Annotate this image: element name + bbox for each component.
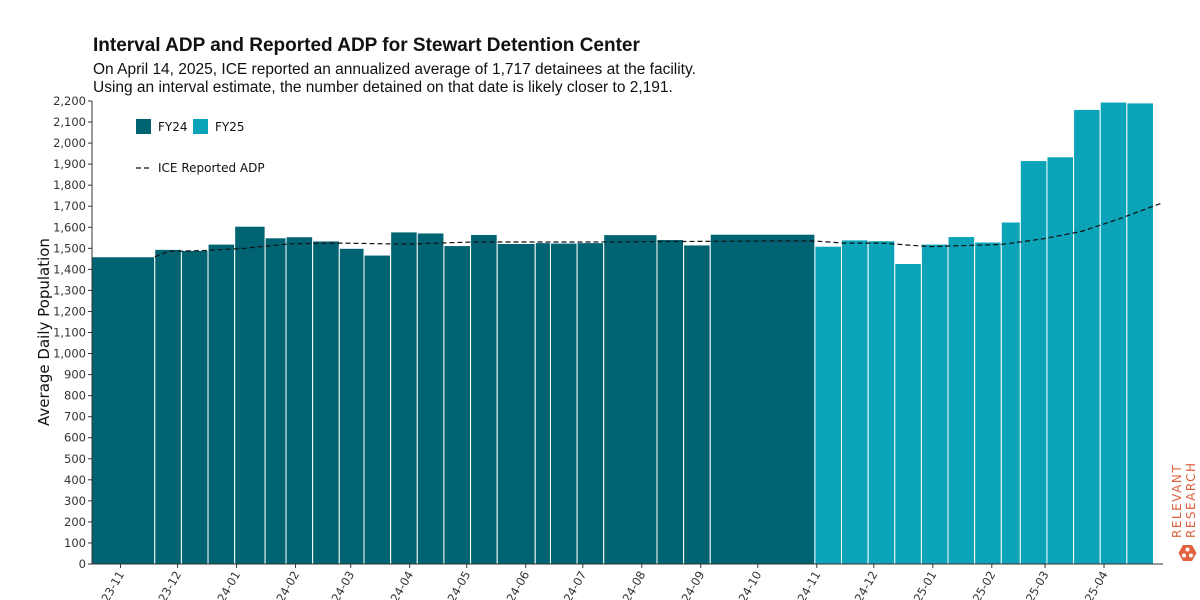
bar-fy25-10	[1073, 108, 1101, 565]
bar-fy25-11	[1099, 101, 1128, 565]
y-axis-title: Average Daily Population	[35, 238, 53, 426]
y-tick-label: 0	[79, 557, 86, 571]
y-tick-label: 1,000	[53, 347, 86, 361]
y-tick-label: 1,400	[53, 262, 86, 276]
bar-fy24-5	[264, 237, 287, 565]
legend-label-fy24: FY24	[158, 120, 188, 134]
y-tick-label: 1,700	[53, 199, 86, 213]
x-tick-label: 2023-12	[148, 569, 184, 600]
x-tick-label: 2025-03	[1015, 569, 1051, 600]
bar-fy25-5	[947, 236, 976, 565]
bars-layer	[91, 101, 1154, 565]
x-tick-label: 2024-08	[612, 569, 648, 600]
legend-swatch-fy25	[193, 119, 208, 134]
y-tick-label: 200	[64, 515, 86, 529]
y-tick-label: 1,200	[53, 304, 86, 318]
bar-fy24-21	[709, 233, 816, 565]
bar-fy25-9	[1046, 156, 1075, 565]
legend: FY24 FY25 ICE Reported ADP	[136, 119, 265, 175]
y-tick-label: 1,300	[53, 283, 86, 297]
chart-subtitle: On April 14, 2025, ICE reported an annua…	[93, 61, 696, 97]
bar-fy24-16	[549, 242, 578, 565]
x-tick-label: 2024-02	[266, 569, 302, 600]
hexagon-cluster-icon	[1178, 545, 1197, 561]
y-tick-label: 2,000	[53, 136, 86, 150]
x-tick-label: 2025-04	[1074, 569, 1110, 600]
bar-fy24-2	[180, 249, 209, 565]
y-tick-label: 1,600	[53, 220, 86, 234]
bar-fy24-19	[656, 238, 685, 565]
bar-fy25-8	[1019, 160, 1048, 565]
reported-adp-line	[154, 202, 1164, 258]
y-tick-label: 100	[64, 536, 86, 550]
bar-fy24-12	[443, 245, 472, 565]
y-tick-label: 1,100	[53, 326, 86, 340]
y-tick-label: 1,500	[53, 241, 86, 255]
x-tick-label: 2024-11	[787, 569, 823, 600]
bar-fy25-4	[920, 243, 949, 565]
bar-fy24-0	[91, 256, 156, 565]
bar-fy24-14	[496, 242, 536, 565]
x-tick-label: 2024-06	[496, 569, 532, 600]
y-tick-label: 500	[64, 452, 86, 466]
bar-fy24-11	[416, 232, 445, 565]
branding-logo: RELEVANT RESEARCH	[1170, 462, 1198, 561]
x-tick-label: 2024-05	[437, 569, 473, 600]
brand-text-research: RESEARCH	[1184, 462, 1198, 538]
bar-fy25-7	[1000, 221, 1021, 565]
bar-fy25-6	[974, 241, 1002, 565]
bar-fy24-1	[154, 248, 182, 565]
y-tick-label: 2,100	[53, 115, 86, 129]
y-tick-label: 700	[64, 410, 86, 424]
x-tick-label: 2025-02	[962, 569, 998, 600]
legend-label-fy25: FY25	[215, 120, 245, 134]
y-tick-label: 1,800	[53, 178, 86, 192]
bar-fy25-1	[841, 239, 869, 565]
bar-fy24-18	[603, 234, 658, 565]
x-tick-label: 2024-12	[844, 569, 880, 600]
bar-fy25-3	[894, 262, 922, 565]
x-tick-label: 2023-11	[91, 569, 127, 600]
bar-fy24-7	[312, 240, 340, 565]
x-tick-label: 2024-07	[553, 569, 589, 600]
y-tick-label: 1,900	[53, 157, 86, 171]
bar-fy24-17	[576, 242, 605, 565]
y-tick-label: 600	[64, 431, 86, 445]
x-tick-label: 2024-03	[321, 569, 357, 600]
bar-fy25-0	[814, 245, 843, 565]
bar-fy24-9	[363, 254, 392, 565]
x-tick-label: 2024-04	[380, 569, 416, 600]
x-tick-label: 2024-10	[728, 569, 764, 600]
bar-fy25-12	[1126, 102, 1154, 565]
bar-fy24-20	[683, 244, 711, 565]
y-tick-label: 300	[64, 494, 86, 508]
y-tick-label: 2,200	[53, 94, 86, 108]
bar-fy24-8	[338, 247, 365, 565]
chart-title: Interval ADP and Reported ADP for Stewar…	[93, 35, 640, 56]
bar-fy24-13	[470, 233, 498, 565]
bar-fy24-4	[234, 225, 266, 565]
y-tick-label: 400	[64, 473, 86, 487]
line-layer	[154, 202, 1164, 258]
brand-text-relevant: RELEVANT	[1170, 464, 1184, 538]
subtitle-line-1: On April 14, 2025, ICE reported an annua…	[93, 61, 696, 78]
x-tick-label: 2025-01	[903, 569, 939, 600]
bar-fy24-15	[534, 242, 551, 565]
subtitle-line-2: Using an interval estimate, the number d…	[93, 79, 673, 96]
x-tick-label: 2024-09	[671, 569, 707, 600]
bar-fy24-10	[390, 231, 418, 565]
bar-fy24-6	[285, 236, 314, 565]
legend-swatch-fy24	[136, 119, 151, 134]
x-tick-label: 2024-01	[207, 569, 243, 600]
y-tick-label: 900	[64, 368, 86, 382]
bar-fy24-3	[207, 243, 236, 565]
y-tick-label: 800	[64, 389, 86, 403]
bar-fy25-2	[867, 240, 896, 565]
legend-label-reported-adp: ICE Reported ADP	[158, 161, 265, 175]
